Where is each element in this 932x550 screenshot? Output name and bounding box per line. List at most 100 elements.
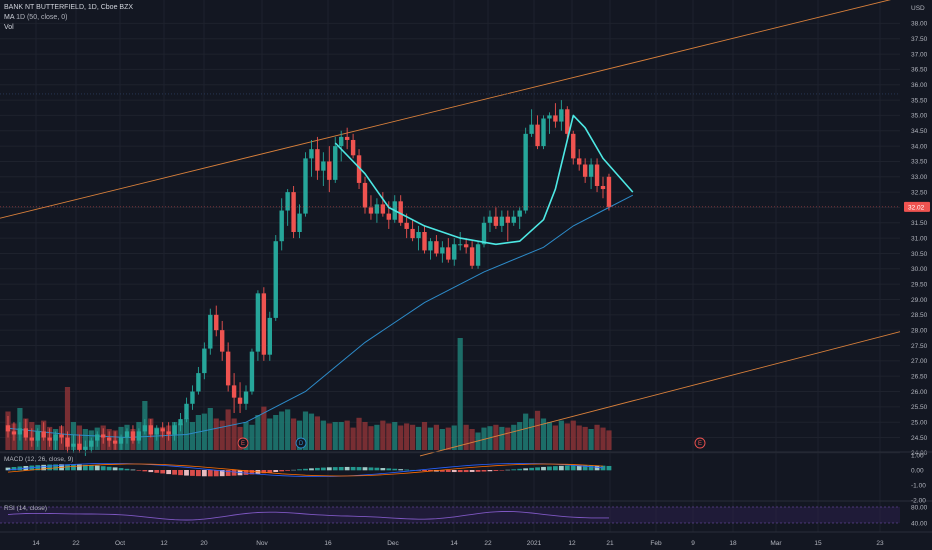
macd-histogram-bar — [136, 470, 142, 471]
volume-bar — [332, 422, 338, 450]
candle-body — [398, 201, 403, 223]
candle-body — [588, 164, 594, 177]
time-tick-label: 22 — [484, 540, 492, 547]
macd-histogram-bar — [124, 468, 130, 471]
volume-bar — [463, 424, 469, 450]
macd-histogram-bar — [201, 470, 207, 477]
event-label: D — [299, 441, 304, 447]
macd-histogram-bar — [261, 470, 267, 474]
volume-bar — [261, 406, 267, 450]
candle-body — [202, 348, 207, 374]
macd-tick-label: -1.00 — [911, 482, 926, 489]
time-tick-label: Oct — [115, 540, 125, 547]
volume-bar — [427, 427, 434, 450]
volume-bar — [552, 425, 558, 450]
macd-histogram-bar — [190, 470, 195, 476]
volume-bar — [576, 425, 582, 450]
price-tick-label: 27.50 — [911, 343, 928, 350]
candle-body — [65, 437, 70, 447]
macd-histogram-bar — [47, 464, 53, 471]
macd-histogram-bar — [535, 467, 540, 471]
volume-bar — [481, 427, 487, 450]
candle-body — [344, 136, 350, 140]
macd-histogram-bar — [386, 468, 392, 471]
volume-bar — [249, 424, 255, 450]
volume-bar — [392, 422, 398, 450]
candle-body — [600, 185, 606, 190]
volume-bar — [255, 415, 261, 450]
event-marker — [237, 437, 249, 449]
macd-histogram-bar — [582, 465, 588, 471]
candle-body — [535, 124, 540, 147]
volume-bar — [201, 413, 207, 450]
macd-histogram-bar — [523, 468, 529, 471]
candle-body — [499, 216, 505, 226]
candle-body — [374, 204, 380, 214]
time-tick-label: Dec — [387, 540, 399, 547]
price-tick-label: 30.00 — [911, 266, 928, 273]
macd-histogram-bar — [273, 470, 279, 472]
candle-body — [410, 228, 415, 239]
candle-body — [184, 403, 189, 420]
macd-histogram-bar — [493, 470, 499, 471]
macd-tick-label: 1.00 — [911, 452, 924, 459]
time-tick-label: Feb — [650, 540, 662, 547]
candle-body — [130, 431, 136, 441]
price-tick-label: 29.00 — [911, 297, 928, 304]
price-tick-label: 25.00 — [911, 419, 928, 426]
time-tick-label: 22 — [72, 540, 80, 547]
legend-vol[interactable]: Vol — [4, 23, 14, 33]
time-tick-label: 2021 — [527, 540, 542, 547]
volume-bar — [225, 409, 231, 450]
rsi-label[interactable]: RSI (14, close) — [4, 505, 47, 512]
legend-ma[interactable]: MA 1D (50, close, 0) — [4, 13, 67, 23]
candle-body — [475, 244, 481, 266]
macd-histogram-bar — [558, 465, 564, 471]
macd-histogram-bar — [243, 470, 249, 475]
candle-body — [231, 385, 237, 398]
macd-label[interactable]: MACD (12, 26, close, 9) — [4, 456, 74, 463]
ma-params: 1D (50, close, 0) — [16, 14, 68, 21]
price-tick-label: 24.00 — [911, 450, 928, 457]
rsi-band — [0, 507, 900, 523]
candle-body — [267, 317, 272, 355]
candle-body — [41, 431, 46, 438]
macd-histogram-bar — [279, 470, 285, 472]
candle-body — [463, 244, 469, 248]
candle-body — [356, 155, 362, 183]
macd-histogram-bar — [231, 470, 237, 476]
event-label: E — [241, 441, 245, 447]
candle-body — [505, 216, 510, 223]
price-tick-label: 32.50 — [911, 189, 928, 196]
volume-bar — [177, 423, 184, 450]
macd-histogram-bar — [457, 470, 463, 473]
volume-bar — [600, 427, 606, 450]
volume-bar — [320, 420, 326, 450]
volume-bar — [499, 426, 505, 450]
candle-body — [172, 425, 177, 435]
macd-histogram-bar — [320, 467, 326, 471]
volume-bar — [439, 429, 445, 450]
macd-histogram-bar — [439, 470, 445, 472]
legend-symbol: BANK NT BUTTERFIELD, 1D, Cboe BZX — [4, 3, 133, 13]
candle-body — [571, 133, 576, 159]
candle-body — [214, 314, 219, 331]
macd-histogram-bar — [344, 466, 350, 471]
candle-body — [136, 431, 142, 441]
macd-histogram-bar — [350, 466, 356, 471]
candle-body — [529, 124, 534, 134]
macd-histogram-bar — [35, 465, 41, 471]
candle-body — [469, 247, 475, 266]
candle-body — [142, 425, 148, 432]
macd-histogram-bar — [588, 465, 594, 471]
volume-bar — [469, 429, 475, 450]
macd-histogram-bar — [5, 467, 11, 471]
volume-bar — [517, 422, 523, 450]
candle-body — [380, 204, 386, 214]
price-tick-label: 37.00 — [911, 51, 928, 58]
macd-histogram-bar — [315, 467, 320, 471]
price-tick-label: 24.50 — [911, 435, 928, 442]
rsi-tick-label: 80.00 — [911, 504, 928, 511]
volume-bar — [213, 418, 219, 450]
macd-histogram-bar — [53, 464, 58, 471]
